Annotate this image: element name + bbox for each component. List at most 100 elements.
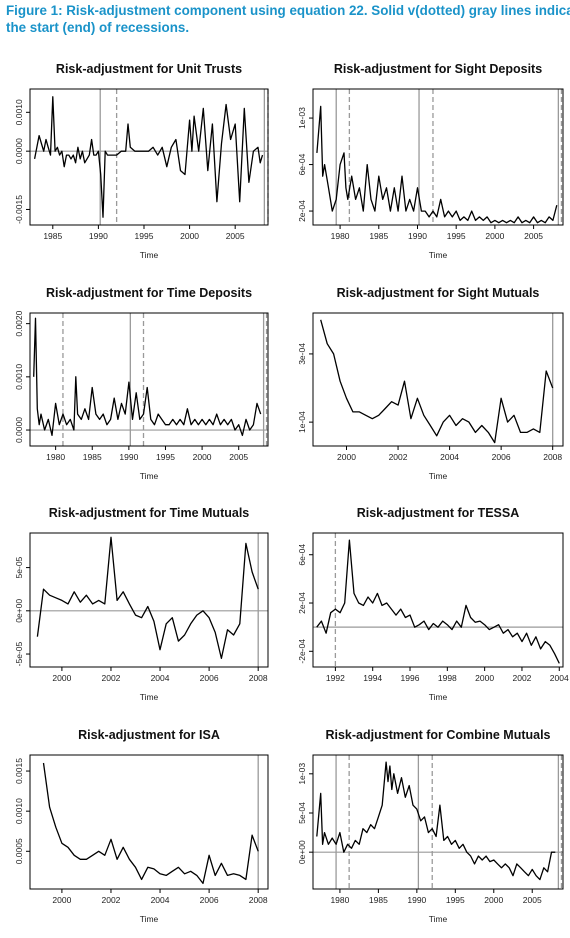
panel-1: Risk-adjustment for Unit Trusts 1985 1990 1… bbox=[14, 62, 269, 260]
panel-5-xtick-label-5: 2008 bbox=[249, 673, 268, 683]
panel-6-frame bbox=[312, 532, 564, 668]
panel-6-xtick-label-1: 1992 bbox=[326, 673, 345, 683]
panel-3-title: Risk-adjustment for Time Deposits bbox=[46, 286, 252, 300]
panel-4-frame bbox=[312, 312, 564, 447]
panel-7-ytick-label-3: 0.0015 bbox=[14, 758, 24, 784]
panel-8-xtick-label-1: 1980 bbox=[330, 895, 349, 905]
panel-6-title: Risk-adjustment for TESSA bbox=[357, 506, 520, 520]
panel-4-xtick-label-4: 2006 bbox=[492, 452, 511, 462]
panel-2: Risk-adjustment for Sight Deposits 1980 19… bbox=[297, 62, 564, 260]
panel-2-xtick-label-3: 1990 bbox=[408, 231, 427, 241]
panel-1-xtick-label-5: 2005 bbox=[226, 231, 245, 241]
panel-1-ytick-label-3: 0.0010 bbox=[14, 99, 24, 125]
panel-7-ytick-label-2: 0.0010 bbox=[14, 798, 24, 824]
panel-4-ytick-label-1: 1e-04 bbox=[297, 411, 307, 433]
panel-1-xtick-label-3: 1995 bbox=[135, 231, 154, 241]
panel-6-xtick-label-4: 1998 bbox=[438, 673, 457, 683]
panel-2-ytick-label-3: 1e-03 bbox=[297, 107, 307, 129]
panel-3-xtick-label-2: 1985 bbox=[83, 452, 102, 462]
panel-5-xtick-label-4: 2006 bbox=[200, 673, 219, 683]
panel-8-ytick-label-2: 5e-04 bbox=[297, 802, 307, 824]
panel-1-xlabel: Time bbox=[140, 250, 159, 260]
panel-4-xtick-label-1: 2000 bbox=[337, 452, 356, 462]
panel-1-xtick-label-1: 1985 bbox=[43, 231, 62, 241]
panel-2-title: Risk-adjustment for Sight Deposits bbox=[334, 62, 542, 76]
panel-3: Risk-adjustment for Time Deposits 1980 198… bbox=[14, 286, 269, 481]
panel-1-frame bbox=[29, 88, 269, 226]
panel-5-xlabel: Time bbox=[140, 692, 159, 702]
panel-7-xtick-label-1: 2000 bbox=[52, 895, 71, 905]
panel-1-xtick-label-2: 1990 bbox=[89, 231, 108, 241]
panel-3-xtick-label-1: 1980 bbox=[46, 452, 65, 462]
panel-8: Risk-adjustment for Combine Mutuals 1980 1… bbox=[297, 728, 564, 924]
panel-3-xtick-label-4: 1995 bbox=[156, 452, 175, 462]
panel-2-xtick-label-6: 2005 bbox=[524, 231, 543, 241]
panel-1-series-line bbox=[33, 96, 264, 218]
panel-2-xtick-label-1: 1980 bbox=[331, 231, 350, 241]
panel-1-title: Risk-adjustment for Unit Trusts bbox=[56, 62, 242, 76]
panel-8-frame bbox=[312, 754, 564, 890]
caption-line-2: the start (end) of recessions. bbox=[6, 19, 190, 35]
panel-2-xtick-label-4: 1995 bbox=[447, 231, 466, 241]
panel-5-xtick-label-2: 2002 bbox=[102, 673, 121, 683]
panel-6-xtick-label-3: 1996 bbox=[401, 673, 420, 683]
panel-5-series-line bbox=[36, 536, 259, 660]
panel-5-ytick-label-2: 0e+00 bbox=[14, 599, 24, 623]
panel-8-ytick-label-1: 0e+00 bbox=[297, 840, 307, 864]
caption-line-1: Figure 1: Risk-adjustment component usin… bbox=[6, 3, 570, 18]
panel-7-xtick-label-3: 2004 bbox=[151, 895, 170, 905]
panel-3-ytick-label-1: 0.0000 bbox=[14, 417, 24, 443]
panel-3-xtick-label-3: 1990 bbox=[119, 452, 138, 462]
panel-6: Risk-adjustment for TESSA 1992 1994 1996 199… bbox=[297, 506, 569, 702]
panel-3-xtick-label-5: 2000 bbox=[193, 452, 212, 462]
panel-7-series-line bbox=[42, 762, 259, 885]
panel-2-series-line bbox=[316, 105, 558, 224]
panel-6-xtick-label-6: 2002 bbox=[512, 673, 531, 683]
panel-4-series-line bbox=[320, 319, 554, 444]
panel-7: Risk-adjustment for ISA 2000 2002 2004 2006 2… bbox=[14, 728, 269, 924]
panel-6-series-line bbox=[316, 539, 560, 664]
panel-7-xtick-label-2: 2002 bbox=[102, 895, 121, 905]
panel-7-ytick-label-1: 0.0005 bbox=[14, 838, 24, 864]
panel-8-xlabel: Time bbox=[429, 914, 448, 924]
panel-5-ytick-label-3: 5e-05 bbox=[14, 556, 24, 578]
panel-7-frame bbox=[29, 754, 269, 890]
panel-5-ytick-label-1: -5e-05 bbox=[14, 641, 24, 666]
panel-8-title: Risk-adjustment for Combine Mutuals bbox=[325, 728, 550, 742]
panel-8-ytick-label-3: 1e-03 bbox=[297, 763, 307, 785]
panel-3-xtick-label-6: 2005 bbox=[229, 452, 248, 462]
panel-4-ytick-label-2: 3e-04 bbox=[297, 343, 307, 365]
panel-8-xtick-label-3: 1990 bbox=[407, 895, 426, 905]
panel-5: Risk-adjustment for Time Mutuals 2000 2002… bbox=[14, 506, 269, 702]
panel-4-xtick-label-2: 2002 bbox=[389, 452, 408, 462]
panel-2-xtick-label-2: 1985 bbox=[369, 231, 388, 241]
panel-7-title: Risk-adjustment for ISA bbox=[78, 728, 220, 742]
panel-6-xlabel: Time bbox=[429, 692, 448, 702]
panel-3-frame bbox=[29, 312, 269, 447]
panel-1-xtick-label-4: 2000 bbox=[180, 231, 199, 241]
panel-5-xtick-label-3: 2004 bbox=[151, 673, 170, 683]
panel-8-series-line bbox=[316, 761, 556, 881]
panel-2-ytick-label-1: 2e-04 bbox=[297, 200, 307, 222]
panel-7-xlabel: Time bbox=[140, 914, 159, 924]
panel-4-xtick-label-3: 2004 bbox=[440, 452, 459, 462]
panel-4-xlabel: Time bbox=[429, 471, 448, 481]
panel-4-xtick-label-5: 2008 bbox=[543, 452, 562, 462]
panel-3-ytick-label-2: 0.0010 bbox=[14, 364, 24, 390]
panel-8-xtick-label-4: 1995 bbox=[446, 895, 465, 905]
panel-8-xtick-label-5: 2000 bbox=[484, 895, 503, 905]
panel-6-xtick-label-7: 2004 bbox=[550, 673, 569, 683]
panel-4: Risk-adjustment for Sight Mutuals 2000 200… bbox=[297, 286, 564, 481]
panel-1-ytick-label-2: 0.0000 bbox=[14, 138, 24, 164]
panel-6-ytick-label-2: 2e-04 bbox=[297, 592, 307, 614]
panel-8-xtick-label-6: 2005 bbox=[523, 895, 542, 905]
panel-3-xlabel: Time bbox=[140, 471, 159, 481]
panel-5-xtick-label-1: 2000 bbox=[52, 673, 71, 683]
panel-1-ytick-label-1: -0.0015 bbox=[14, 195, 24, 224]
panel-6-xtick-label-5: 2000 bbox=[475, 673, 494, 683]
panel-2-xtick-label-5: 2000 bbox=[485, 231, 504, 241]
panel-6-ytick-label-1: -2e-04 bbox=[297, 639, 307, 664]
panel-6-ytick-label-3: 6e-04 bbox=[297, 544, 307, 566]
panel-4-title: Risk-adjustment for Sight Mutuals bbox=[337, 286, 540, 300]
